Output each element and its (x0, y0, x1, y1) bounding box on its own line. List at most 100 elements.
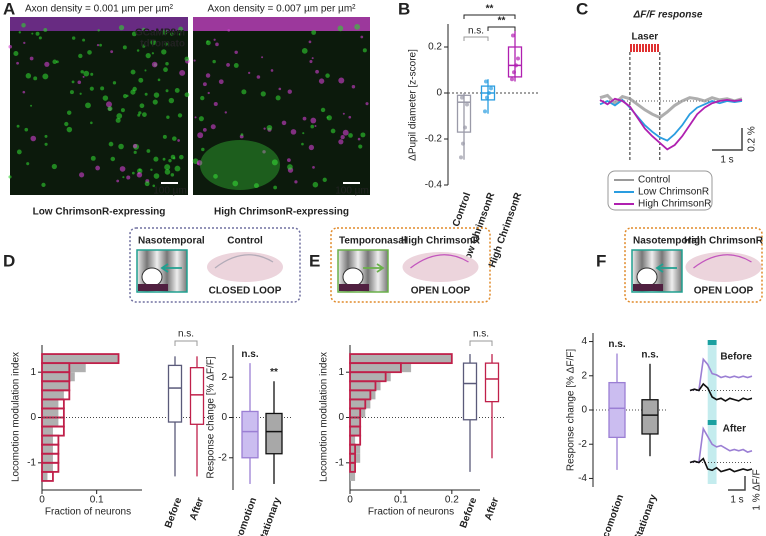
scale-bar-label: 1 % ΔF/F (752, 469, 763, 510)
cell (322, 177, 327, 182)
histogram-bar (42, 444, 53, 454)
cell (201, 147, 205, 152)
cell (360, 35, 364, 39)
cell (131, 31, 137, 37)
group-label: High ChrimsonR-expressing (214, 207, 349, 218)
cell (215, 42, 219, 47)
point (459, 155, 463, 160)
cell (78, 53, 83, 59)
group-label: Control (227, 236, 263, 247)
cell (294, 180, 298, 184)
cell (240, 133, 244, 136)
y-tick-label: 1 (30, 367, 36, 378)
cell (122, 176, 125, 179)
stim-bar (707, 340, 717, 345)
stim-window (707, 340, 717, 484)
histogram-bar (42, 426, 53, 436)
treadmill (339, 284, 369, 291)
y-tick-label: -0.2 (425, 134, 443, 145)
legend-label: Low ChrimsonR (638, 187, 709, 198)
histogram-bar (350, 399, 371, 409)
category-label: Control (451, 191, 474, 228)
cell (110, 156, 116, 162)
cell (118, 143, 124, 150)
group-label: High ChrimsonR (401, 236, 481, 247)
cell (126, 175, 131, 180)
cell (162, 134, 167, 139)
cell (365, 102, 369, 106)
diagram-frame (624, 227, 763, 303)
mouse (141, 267, 163, 287)
scale-bar-label: 100 µm (153, 186, 187, 197)
cell (174, 165, 181, 172)
cell (287, 158, 291, 162)
projection (410, 254, 469, 269)
cell (97, 29, 100, 32)
projection (214, 254, 274, 269)
channel-label: GCaMP8m (135, 28, 185, 39)
cell (326, 115, 332, 121)
cell (170, 32, 174, 36)
box (189, 367, 205, 425)
trace (689, 457, 753, 473)
panel-label: F (596, 251, 606, 270)
cell (16, 124, 20, 128)
cell (310, 124, 315, 129)
cell (38, 36, 42, 40)
cell (337, 25, 344, 32)
histogram-bar (42, 408, 59, 418)
stimulus-label: Nasotemporal (633, 236, 700, 247)
cell (262, 150, 266, 154)
cell (52, 59, 57, 65)
cell (302, 132, 305, 135)
cell (30, 104, 33, 107)
cell (108, 141, 114, 147)
trace-title: Before (720, 352, 752, 363)
cell (271, 159, 278, 166)
y-tick-label: 0.2 (428, 42, 442, 53)
scale-bar-label: 1 s (720, 155, 733, 166)
arrow (363, 263, 385, 273)
trace (689, 382, 753, 402)
treadmill (138, 284, 168, 291)
cell (116, 179, 120, 183)
arrow (160, 263, 182, 273)
cell (308, 144, 315, 151)
point (463, 125, 467, 130)
significance: n.s. (241, 349, 258, 360)
point (484, 79, 488, 84)
cell (18, 31, 21, 34)
cell (196, 160, 203, 166)
stim-bar (707, 420, 717, 425)
cell (357, 137, 361, 141)
cell (202, 82, 207, 87)
y-tick-label: 2 (221, 372, 227, 383)
cell (25, 73, 32, 79)
cell (287, 164, 293, 170)
cell (340, 135, 345, 140)
x-tick-label: 0.1 (394, 495, 408, 506)
cell (66, 110, 72, 115)
cell (315, 69, 319, 74)
cell (301, 142, 304, 146)
panel-label: D (3, 251, 15, 270)
cell (157, 78, 161, 82)
cell (162, 157, 166, 161)
cell (270, 69, 274, 72)
cell (122, 45, 127, 50)
cell (261, 56, 264, 59)
cell (310, 117, 317, 124)
point (461, 141, 465, 146)
cell (13, 50, 19, 57)
diagram-frame (129, 227, 301, 303)
histogram-bar (42, 435, 53, 445)
cell (136, 172, 143, 178)
mouse (342, 267, 364, 287)
point (483, 109, 487, 114)
y-tick-label: -0.4 (425, 180, 443, 191)
cell (71, 36, 76, 40)
cell (184, 56, 190, 62)
cell (234, 50, 238, 55)
group-label: High ChrimsonR (684, 236, 764, 247)
y-tick-label: -4 (578, 473, 587, 484)
